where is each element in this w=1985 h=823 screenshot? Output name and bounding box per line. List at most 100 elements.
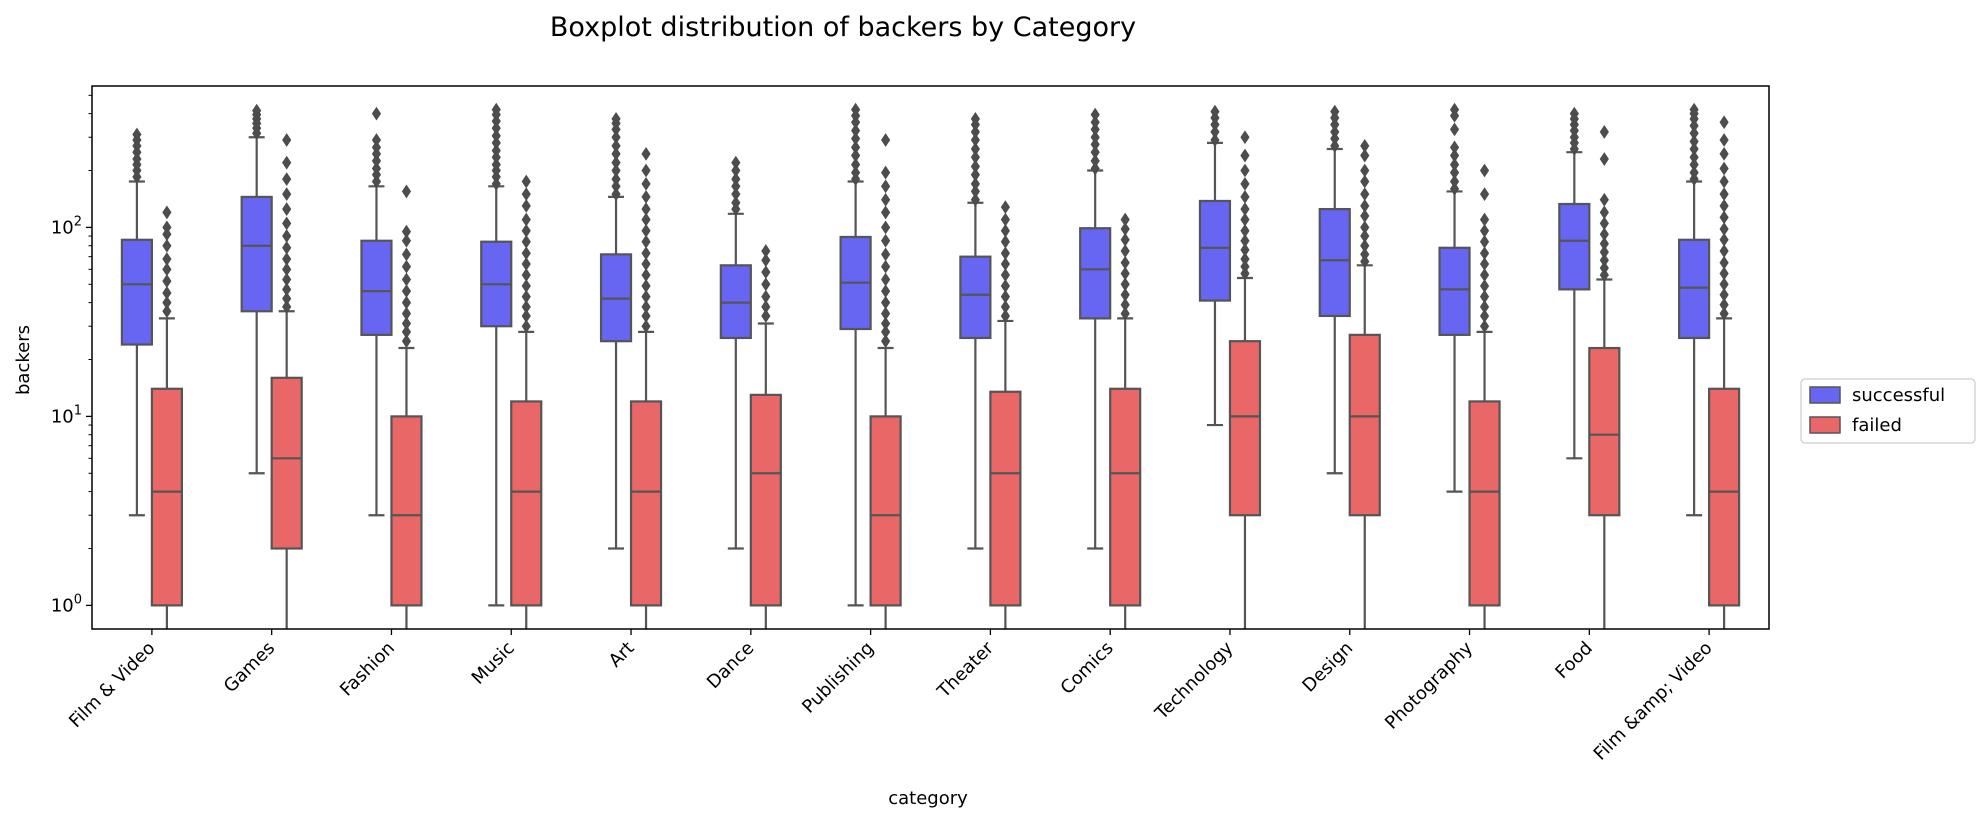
outlier-point [401, 306, 412, 321]
outlier-point [731, 155, 741, 170]
outlier-point [881, 133, 891, 147]
outlier-point [1120, 266, 1130, 281]
outlier-point [881, 179, 891, 194]
outlier-point [1479, 187, 1490, 202]
x-tick-label: Publishing [798, 638, 878, 718]
outlier-point [881, 165, 891, 180]
outlier-point [761, 299, 771, 314]
outlier-point [1360, 138, 1370, 153]
box-iqr [989, 390, 1022, 607]
box-successful-12 [1558, 106, 1591, 460]
outlier-point [1240, 148, 1250, 163]
outlier-point [162, 286, 172, 300]
box-successful-7 [959, 112, 992, 550]
outlier-point [1120, 255, 1130, 270]
box-iqr [1318, 207, 1351, 318]
box-iqr [360, 239, 393, 336]
outlier-point [401, 259, 412, 274]
outlier-point [1240, 259, 1250, 274]
outlier-point [641, 202, 651, 216]
outlier-point [132, 127, 142, 142]
outlier-point [521, 234, 531, 249]
outlier-point [1360, 187, 1370, 202]
outlier-point [881, 233, 891, 248]
outlier-point [1719, 222, 1729, 236]
outlier-point [521, 187, 531, 202]
outlier-point [282, 216, 292, 231]
outlier-point [881, 324, 891, 339]
box-failed-9 [1228, 130, 1262, 629]
outlier-point [611, 179, 621, 194]
outlier-point [641, 212, 651, 227]
outlier-point [521, 268, 531, 282]
box-failed-2 [390, 184, 423, 629]
outlier-point [1449, 148, 1460, 163]
outlier-point [1599, 245, 1609, 260]
x-tick-label: Art [605, 638, 639, 672]
outlier-point [1240, 130, 1250, 145]
outlier-point [1360, 174, 1370, 189]
outlier-point [641, 257, 651, 271]
outlier-point [401, 224, 412, 239]
box-failed-5 [749, 244, 782, 629]
outlier-point [521, 257, 531, 271]
box-iqr [1228, 340, 1262, 517]
outlier-point [1479, 257, 1490, 271]
outlier-point [1000, 299, 1010, 314]
outlier-point [401, 247, 412, 262]
outlier-point [491, 157, 501, 172]
legend-swatch-failed [1809, 416, 1841, 434]
outlier-point [282, 229, 292, 243]
outlier-point [521, 223, 531, 238]
outlier-point [641, 163, 651, 178]
outlier-point [1719, 244, 1729, 258]
outlier-point [491, 135, 501, 150]
outlier-point [521, 198, 531, 213]
outlier-point [1719, 133, 1729, 147]
outlier-point [1360, 254, 1370, 269]
box-successful-0 [120, 127, 153, 517]
box-iqr [510, 400, 543, 607]
outlier-point [1449, 165, 1460, 180]
outlier-point [521, 319, 531, 334]
box-iqr [749, 393, 782, 607]
outlier-point [1479, 309, 1490, 323]
outlier-point [282, 133, 292, 147]
box-failed-7 [989, 200, 1022, 629]
outlier-point [1120, 212, 1130, 227]
outlier-point [1360, 198, 1370, 213]
outlier-point [1479, 299, 1490, 314]
outlier-point [1000, 212, 1010, 227]
legend-label-successful: successful [1852, 385, 1945, 406]
outlier-point [731, 179, 741, 194]
x-tick-label: Photography [1381, 637, 1477, 733]
box-iqr [1198, 199, 1232, 302]
outlier-point [881, 259, 891, 274]
outlier-point [731, 172, 741, 187]
outlier-point [1599, 125, 1609, 139]
outlier-point [401, 284, 412, 299]
outlier-point [641, 268, 651, 282]
outlier-point [1090, 137, 1100, 152]
outlier-point [282, 172, 292, 187]
outlier-point [1360, 220, 1370, 235]
outlier-point [731, 187, 741, 202]
outlier-point [1000, 279, 1010, 293]
outlier-point [1599, 236, 1609, 251]
box-iqr [150, 387, 183, 607]
x-tick-label: Fashion [336, 638, 399, 701]
outlier-point [282, 155, 292, 170]
outlier-point [371, 106, 382, 121]
x-tick-label: Technology [1151, 637, 1238, 724]
outlier-point [282, 187, 292, 202]
outlier-point [1449, 102, 1460, 117]
outlier-point [641, 289, 651, 304]
box-iqr [1109, 387, 1142, 607]
outlier-point [1120, 287, 1130, 302]
outlier-point [521, 289, 531, 304]
outlier-point [1240, 190, 1250, 204]
outlier-point [1000, 223, 1010, 238]
outlier-point [162, 252, 172, 266]
outlier-point [252, 103, 262, 118]
outlier-point [970, 133, 980, 147]
